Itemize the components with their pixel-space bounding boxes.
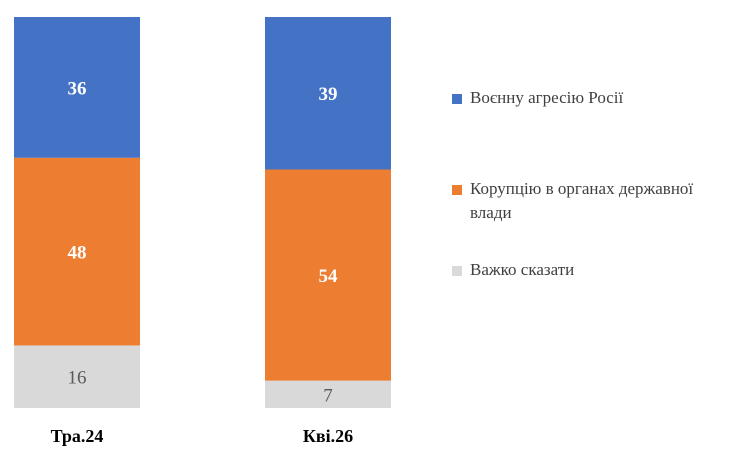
legend-item-corruption: Корупцію в органах державної влади — [452, 177, 737, 225]
bar-1-2 — [265, 17, 391, 170]
category-label-1: Тра.24 — [51, 426, 104, 446]
legend-item-hard-to-say: Важко сказати — [452, 258, 574, 282]
bar-3-1 — [14, 345, 140, 408]
legend-label-military-aggression: Воєнну агресію Росії — [470, 88, 624, 107]
data-label-2-2: 54 — [319, 266, 339, 287]
data-label-3-2: 7 — [323, 385, 333, 406]
bar-3-2 — [265, 380, 391, 408]
legend-item-military-aggression: Воєнну агресію Росії — [452, 86, 623, 110]
legend-label-hard-to-say: Важко сказати — [470, 260, 575, 279]
bar-2-2 — [265, 169, 391, 381]
data-label-3-1: 16 — [68, 368, 87, 389]
bar-2-1 — [14, 157, 140, 346]
data-label-1-2: 39 — [319, 84, 338, 105]
data-label-2-1: 48 — [68, 243, 87, 264]
data-label-1-1: 36 — [68, 78, 87, 99]
bar-1-1 — [14, 17, 140, 158]
category-label-2: Кві.26 — [303, 426, 353, 446]
legend-swatch-military-aggression — [452, 94, 462, 104]
legend-swatch-hard-to-say — [452, 266, 462, 276]
legend-label-corruption: Корупцію в органах державної влади — [470, 179, 694, 222]
legend-swatch-corruption — [452, 185, 462, 195]
